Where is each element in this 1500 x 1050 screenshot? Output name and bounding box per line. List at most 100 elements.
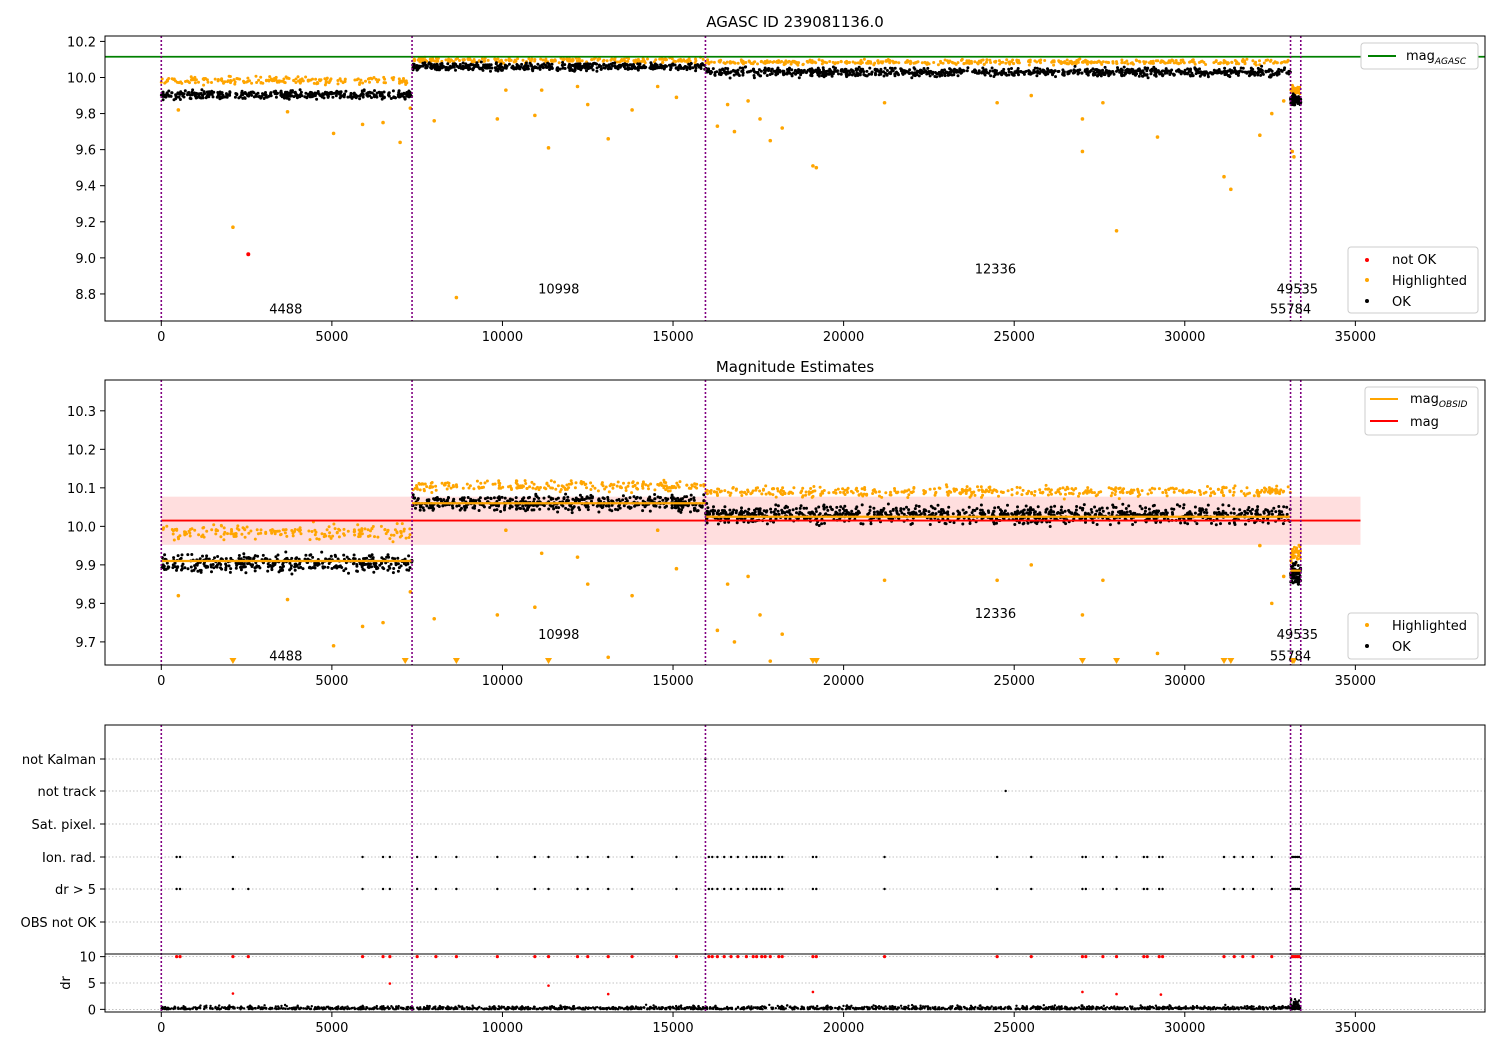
magnitude-ok-point	[670, 498, 674, 502]
agasc-highlighted-point	[979, 60, 983, 64]
magnitude-ok-point	[257, 564, 261, 568]
agasc-ok-point	[1244, 70, 1248, 74]
agasc-highlighted-point	[541, 58, 545, 62]
agasc-ok-point	[1249, 66, 1253, 70]
agasc-ok-point	[282, 96, 286, 100]
magnitude-highlighted-point	[249, 529, 253, 533]
magnitude-highlighted-point	[740, 490, 744, 494]
agasc-ok-point	[1097, 69, 1100, 73]
agasc-highlighted-point	[809, 60, 813, 64]
magnitude-highlighted-point	[719, 489, 723, 493]
agasc-highlighted-point	[527, 57, 531, 61]
magnitude-highlighted-point	[270, 531, 274, 535]
agasc-highlighted-point	[1043, 59, 1047, 62]
magnitude-ok-point	[309, 553, 313, 557]
agasc-highlighted-point	[609, 58, 613, 62]
agasc-highlighted-point	[1214, 59, 1218, 63]
agasc-highlighted-point	[1126, 62, 1130, 66]
agasc-ok-point	[233, 95, 237, 99]
magnitude-ok-point	[381, 566, 385, 570]
agasc-highlighted-point	[397, 77, 401, 81]
magnitude-ok-point	[212, 566, 216, 570]
agasc-ok-point	[334, 94, 338, 98]
agasc-ok-point	[956, 74, 960, 78]
agasc-highlighted-outlier-20	[674, 95, 679, 100]
magnitude-highlighted-point	[1206, 485, 1209, 488]
agasc-highlighted-point	[1262, 61, 1266, 65]
agasc-ok-point	[931, 72, 935, 76]
agasc-ok-point	[1224, 71, 1228, 74]
magnitude-highlighted-point	[342, 527, 346, 531]
agasc-ok-point	[877, 73, 881, 77]
agasc-highlighted-outlier-5	[381, 120, 385, 125]
agasc-highlighted-outlier-43	[1290, 149, 1295, 154]
magnitude-highlighted-point	[449, 486, 453, 490]
magnitude-highlighted-point	[497, 484, 501, 488]
agasc-ok-point	[561, 66, 565, 70]
agasc-highlighted-point	[1159, 61, 1163, 64]
agasc-ok-point	[636, 62, 640, 66]
agasc-highlighted-outlier-31	[995, 100, 999, 105]
magnitude-highlighted-point	[337, 527, 341, 531]
magnitude-highlighted-point	[366, 528, 370, 532]
magnitude-ok-point	[278, 568, 282, 572]
agasc-ok-point	[544, 65, 548, 69]
magnitude-highlighted-point	[539, 486, 542, 489]
magnitude-highlighted-point	[226, 532, 229, 536]
agasc-highlighted-outlier-44	[1292, 155, 1296, 159]
agasc-ok-point	[1186, 67, 1190, 71]
magnitude-ok-point	[1105, 506, 1109, 510]
agasc-highlighted-point	[1120, 58, 1124, 62]
agasc-highlighted-outlier-40	[1258, 133, 1262, 138]
agasc-highlighted-point	[626, 59, 630, 63]
agasc-ok-point	[417, 66, 421, 70]
agasc-highlighted-point	[298, 78, 302, 82]
magnitude-ok-point	[622, 504, 626, 508]
magnitude-highlighted-point	[465, 482, 469, 486]
magnitude-highlighted-point	[1025, 492, 1029, 496]
magnitude-highlighted-point	[909, 490, 913, 494]
magnitude-highlighted-point	[205, 529, 209, 533]
agasc-highlighted-point	[843, 60, 847, 64]
magnitude-highlighted-point	[1099, 490, 1103, 494]
magnitude-highlighted-point	[801, 494, 805, 498]
agasc-ok-point	[1183, 71, 1187, 75]
agasc-highlighted-point	[294, 81, 298, 84]
magnitude-highlighted-point	[360, 532, 364, 536]
agasc-ok-point	[531, 66, 535, 70]
magnitude-highlighted-point	[854, 488, 858, 491]
agasc-highlighted-point	[516, 57, 520, 61]
magnitude-highlighted-point	[880, 495, 884, 499]
agasc-ok-point	[949, 70, 952, 74]
agasc-ok-segment-1	[411, 60, 707, 73]
magnitude-highlighted-point	[229, 532, 233, 536]
agasc-highlighted-point	[772, 60, 776, 64]
magnitude-ok-point	[288, 561, 292, 565]
magnitude-ok-point	[186, 553, 190, 557]
agasc-highlighted-segment-0	[159, 74, 409, 87]
magnitude-highlighted-point	[376, 535, 380, 539]
agasc-highlighted-point	[228, 75, 232, 78]
magnitude-highlighted-point	[1165, 494, 1169, 498]
magnitude-highlighted-point	[1239, 489, 1243, 493]
agasc-ok-point	[529, 63, 533, 67]
agasc-ok-point	[1194, 72, 1198, 76]
agasc-highlighted-point	[1065, 62, 1069, 66]
agasc-ok-point	[983, 73, 987, 77]
agasc-ok-point	[622, 65, 626, 69]
agasc-legend-ok-label: OK	[1392, 295, 1411, 310]
magnitude-ok-point	[303, 557, 307, 561]
agasc-ok-point	[908, 68, 912, 72]
magnitude-ok-point	[677, 507, 681, 511]
magnitude-highlighted-point	[429, 484, 432, 488]
magnitude-ok-point	[340, 566, 344, 569]
agasc-ok-point	[309, 90, 312, 94]
agasc-highlighted-point	[643, 61, 647, 65]
agasc-highlighted-point	[954, 62, 958, 66]
magnitude-highlighted-point	[1136, 494, 1140, 498]
magnitude-ok-point	[253, 554, 257, 558]
magnitude-highlighted-point	[299, 532, 303, 536]
magnitude-ok-point	[514, 496, 518, 500]
magnitude-highlighted-point	[960, 488, 964, 492]
magnitude-highlighted-point	[1064, 492, 1067, 496]
